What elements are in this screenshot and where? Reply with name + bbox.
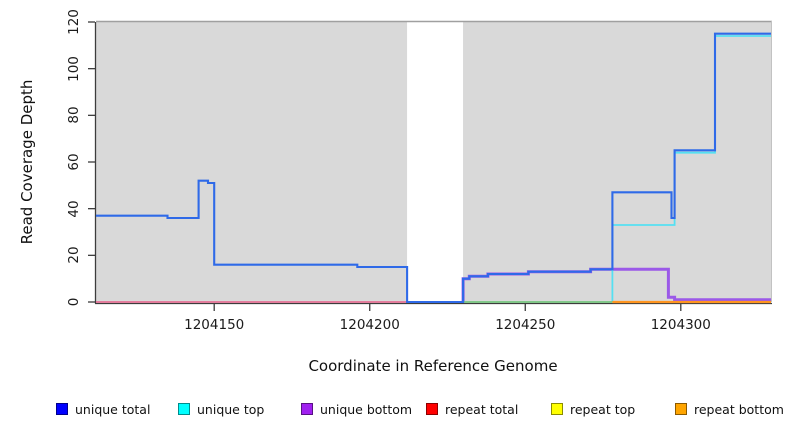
y-tick-label-4: 80 [66,106,82,124]
legend-label: repeat top [570,402,636,417]
legend-swatch-icon [426,403,438,415]
legend-label: unique bottom [320,402,413,417]
x-tick-label-1: 1204200 [339,317,400,333]
x-tick-label-3: 1204300 [650,317,711,333]
y-axis-label: Read Coverage Depth [18,79,36,245]
y-tick-label-2: 40 [66,200,82,218]
data-region-0 [96,21,408,302]
x-tick-label-2: 1204250 [495,317,556,333]
legend-swatch-icon [551,403,563,415]
legend-label: repeat total [445,402,519,417]
legend-swatch-icon [178,403,190,415]
y-tick-label-1: 20 [66,246,82,264]
legend-label: repeat bottom [694,402,784,417]
y-tick-label-0: 0 [66,297,82,307]
series-unique-total [96,32,771,304]
legend-label: unique total [75,402,151,417]
legend-swatch-icon [56,403,68,415]
y-tick-label-3: 60 [66,153,82,171]
x-tick-label-0: 1204150 [184,317,245,333]
x-axis-label: Coordinate in Reference Genome [308,357,558,375]
legend-swatch-icon [301,403,313,415]
legend-swatch-icon [675,403,687,415]
legend: unique total unique top unique bottom repea… [0,0,792,417]
y-tick-label-5: 100 [66,55,82,82]
data-region-1 [463,21,771,302]
legend-label: unique top [197,402,265,417]
